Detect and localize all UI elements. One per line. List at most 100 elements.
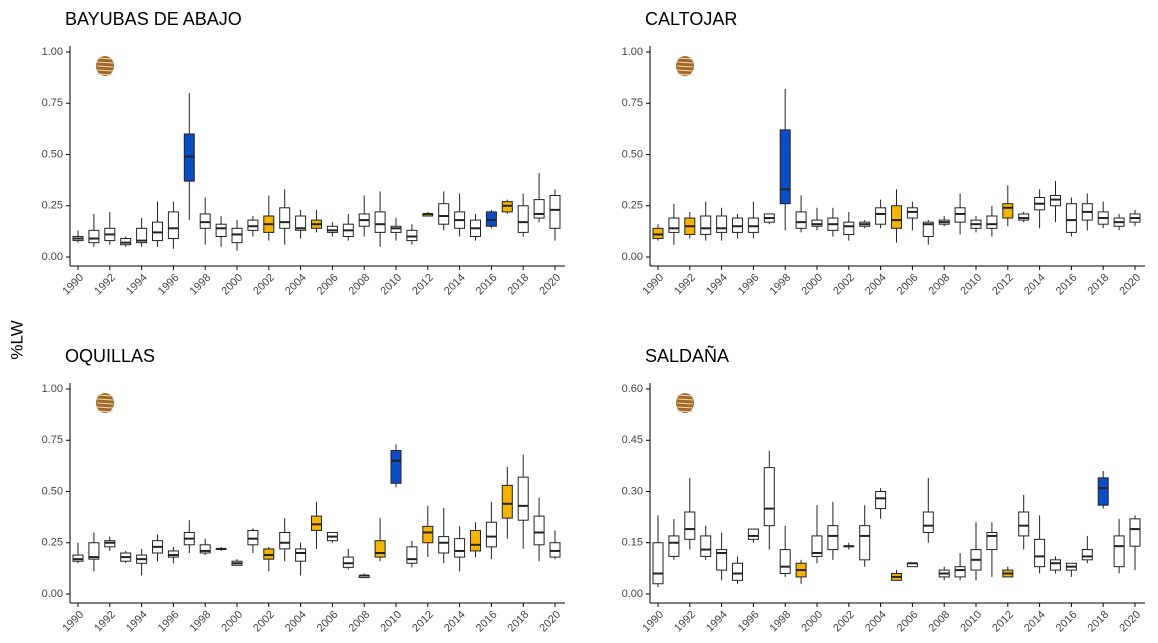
- box: [423, 526, 433, 542]
- pine-cone-icon: [96, 393, 114, 413]
- x-tick-label: 1996: [736, 272, 762, 298]
- box: [1051, 560, 1061, 570]
- x-tick-label: 1994: [124, 609, 150, 635]
- y-tick-label: 0.00: [42, 588, 63, 600]
- box: [184, 134, 194, 181]
- box: [669, 218, 679, 232]
- box: [296, 549, 306, 561]
- pine-cone-icon: [676, 393, 694, 413]
- x-tick-label: 1994: [704, 272, 730, 298]
- y-tick-label: 0.45: [622, 434, 643, 446]
- box: [1003, 204, 1013, 218]
- box: [669, 536, 679, 557]
- x-tick-label: 2014: [1022, 272, 1048, 298]
- box: [653, 543, 663, 584]
- x-tick-label: 2012: [990, 609, 1016, 635]
- box: [955, 567, 965, 577]
- box: [844, 222, 854, 234]
- y-tick-label: 0.00: [42, 251, 63, 263]
- x-tick-label: 1994: [704, 609, 730, 635]
- pine-cone-icon: [96, 56, 114, 76]
- x-tick-label: 2014: [442, 272, 468, 298]
- box: [375, 541, 385, 557]
- panel: BAYUBAS DE ABAJO0.000.250.500.751.001990…: [42, 9, 565, 298]
- y-tick-label: 1.00: [622, 46, 643, 58]
- panel-title: BAYUBAS DE ABAJO: [65, 9, 242, 29]
- x-tick-label: 2008: [347, 272, 373, 298]
- box: [502, 202, 512, 212]
- x-tick-label: 2006: [315, 609, 341, 635]
- box: [264, 549, 274, 559]
- box: [876, 208, 886, 224]
- x-tick-label: 2008: [347, 609, 373, 635]
- x-tick-label: 2018: [1086, 609, 1112, 635]
- x-tick-label: 2004: [863, 272, 889, 298]
- x-tick-label: 1996: [736, 609, 762, 635]
- box: [796, 212, 806, 228]
- x-tick-label: 2012: [410, 272, 436, 298]
- x-tick-label: 1990: [60, 609, 86, 635]
- box: [764, 468, 774, 526]
- y-tick-label: 0.50: [42, 148, 63, 160]
- box: [232, 228, 242, 242]
- box: [518, 477, 528, 520]
- x-tick-label: 2020: [1117, 609, 1143, 635]
- x-tick-label: 2014: [1022, 609, 1048, 635]
- box: [1019, 214, 1029, 220]
- box: [987, 216, 997, 228]
- x-tick-label: 1992: [92, 272, 118, 298]
- x-tick-label: 2010: [378, 609, 404, 635]
- box: [343, 557, 353, 567]
- box: [534, 516, 544, 545]
- box: [471, 530, 481, 551]
- y-tick-label: 0.75: [42, 434, 63, 446]
- x-tick-label: 2014: [442, 609, 468, 635]
- box: [248, 530, 258, 544]
- box: [550, 196, 560, 229]
- box: [701, 216, 711, 234]
- x-tick-label: 1990: [640, 609, 666, 635]
- x-tick-label: 2020: [537, 609, 563, 635]
- box: [860, 526, 870, 560]
- box: [486, 212, 496, 226]
- box: [1114, 536, 1124, 567]
- box: [391, 226, 401, 232]
- box: [280, 208, 290, 229]
- cone-scale: [677, 74, 693, 75]
- box: [892, 206, 902, 229]
- box: [439, 204, 449, 225]
- cone-scale: [97, 411, 113, 412]
- box: [407, 230, 417, 240]
- x-tick-label: 1990: [640, 272, 666, 298]
- box: [780, 550, 790, 574]
- y-tick-label: 0.15: [622, 537, 643, 549]
- box: [550, 543, 560, 557]
- y-tick-label: 0.25: [622, 200, 643, 212]
- x-tick-label: 2020: [537, 272, 563, 298]
- box: [653, 228, 663, 238]
- x-tick-label: 2010: [958, 272, 984, 298]
- box: [327, 226, 337, 232]
- y-tick-label: 0.60: [622, 383, 643, 395]
- box: [216, 224, 226, 236]
- x-tick-label: 2002: [831, 609, 857, 635]
- y-tick-label: 0.30: [622, 485, 643, 497]
- y-tick-label: 0.25: [42, 200, 63, 212]
- box: [1035, 539, 1045, 566]
- x-tick-label: 2006: [315, 272, 341, 298]
- x-tick-label: 2002: [251, 272, 277, 298]
- box: [280, 533, 290, 549]
- box: [89, 230, 99, 242]
- x-tick-label: 2004: [863, 609, 889, 635]
- box: [153, 222, 163, 240]
- box: [486, 522, 496, 547]
- box: [168, 551, 178, 557]
- box: [121, 239, 131, 245]
- x-tick-label: 1992: [672, 609, 698, 635]
- x-tick-label: 2004: [283, 272, 309, 298]
- box: [717, 216, 727, 232]
- pine-cone-icon: [676, 56, 694, 76]
- x-tick-label: 2008: [927, 609, 953, 635]
- box: [907, 208, 917, 218]
- x-tick-label: 1996: [156, 609, 182, 635]
